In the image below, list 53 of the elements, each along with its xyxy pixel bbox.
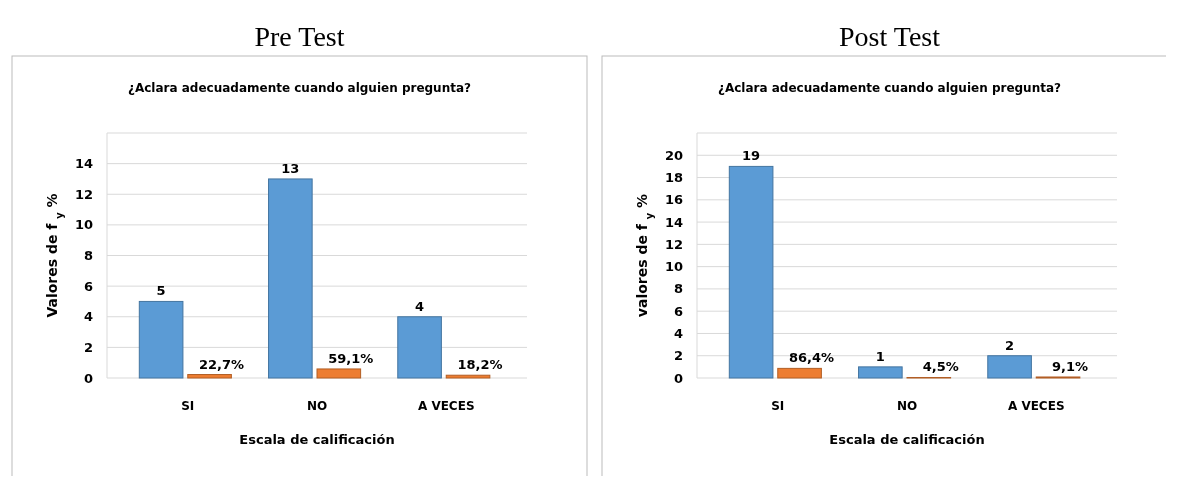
y-tick-label: 10 [664,259,683,275]
bar [858,366,903,379]
y-tick-label: 14 [664,214,683,230]
bar [728,165,774,379]
bar [268,178,313,379]
x-tick-label: SI [771,399,785,413]
bar [316,368,362,379]
x-tick-label: SI [181,399,195,413]
y-tick-label: 12 [74,186,93,202]
data-label: 19 [742,148,761,164]
y-tick-label: 14 [74,156,93,172]
data-label: 4,5% [922,359,959,375]
data-label: 22,7% [199,356,245,372]
y-tick-label: 4 [673,326,683,341]
data-label: 13 [281,160,300,176]
y-tick-label: 8 [83,248,93,264]
y-tick-label: 10 [74,217,93,233]
y-tick-label: 4 [83,309,93,325]
y-tick-label: 6 [673,303,683,319]
bar [987,355,1032,379]
bar [138,300,184,379]
bar [397,316,442,379]
data-label: 1 [875,348,885,364]
bar [777,367,822,379]
data-label: 4 [415,298,425,314]
data-label: 86,4% [789,350,835,366]
chart-subtitle: ¿Aclara adecuadamente cuando alguien pregunta? [127,81,472,95]
data-label: 18,2% [457,357,503,373]
x-tick-label: A VECES [417,399,475,413]
y-tick-label: 12 [664,236,683,252]
y-tick-label: 16 [664,192,683,208]
x-tick-label: NO [306,399,328,413]
y-tick-label: 2 [83,339,93,355]
bar [445,374,491,379]
data-label: 2 [1005,337,1015,353]
y-tick-label: 2 [673,348,683,364]
x-tick-label: A VECES [1007,399,1065,413]
chart-subtitle: ¿Aclara adecuadamente cuando alguien pregunta? [717,81,1062,95]
x-axis-title: Escala de calificación [239,432,395,447]
y-tick-label: 0 [673,370,683,386]
chart-title: Pre Test [254,21,345,52]
data-label: 5 [156,283,166,299]
x-tick-label: NO [896,399,918,413]
y-tick-label: 8 [673,281,683,297]
chart-title: Post Test [839,21,941,52]
y-tick-label: 6 [83,278,93,294]
y-tick-label: 0 [83,370,93,386]
data-label: 59,1% [328,350,374,366]
y-tick-label: 20 [664,147,683,163]
x-axis-title: Escala de calificación [829,432,985,447]
y-tick-label: 18 [664,170,683,186]
bar [187,374,232,379]
data-label: 9,1% [1052,358,1089,374]
